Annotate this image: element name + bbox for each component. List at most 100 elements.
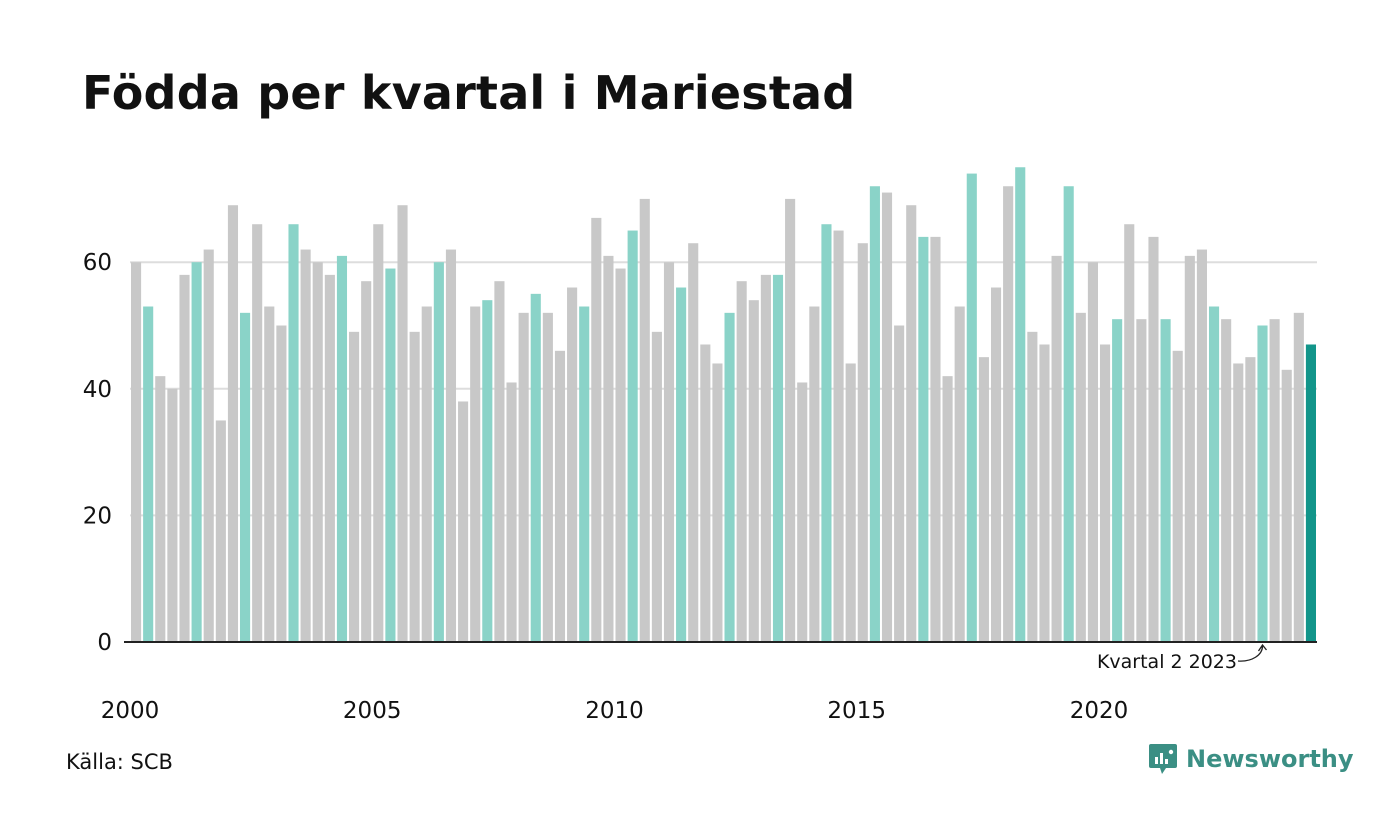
bar (373, 224, 384, 642)
bar (639, 198, 650, 642)
bar (1003, 186, 1014, 643)
bar (1027, 331, 1038, 642)
bar (688, 243, 699, 642)
bar (1063, 186, 1074, 643)
brand-logo: Newsworthy (1148, 742, 1354, 776)
bar (179, 274, 190, 642)
bar (821, 224, 832, 642)
bar (591, 217, 602, 642)
bar (869, 186, 880, 643)
bar (857, 243, 868, 642)
y-tick-label: 40 (83, 377, 112, 403)
bar (445, 249, 457, 643)
bar (433, 262, 444, 642)
bar (1015, 167, 1026, 642)
bar (397, 205, 408, 643)
bar (1136, 319, 1147, 642)
bar (736, 281, 747, 642)
bar (506, 382, 517, 642)
bar (978, 357, 989, 642)
bar (252, 224, 263, 642)
bar (942, 376, 953, 642)
bar (772, 274, 784, 642)
bar (1160, 319, 1171, 642)
bar (1208, 306, 1220, 642)
bar (276, 325, 287, 642)
bar (349, 331, 360, 642)
bar (155, 376, 166, 642)
bar (712, 363, 723, 642)
bar (336, 255, 348, 642)
bar (1075, 312, 1086, 642)
bar (1039, 344, 1050, 642)
source-note: Källa: SCB (66, 750, 173, 774)
y-tick-label: 20 (83, 503, 112, 529)
bar (894, 325, 905, 642)
bar (1221, 319, 1232, 642)
bar (1124, 224, 1135, 642)
bar (1305, 344, 1316, 642)
bar (567, 287, 578, 642)
bar (954, 306, 965, 642)
bar (930, 236, 941, 642)
bar (724, 312, 735, 642)
bar (1269, 319, 1280, 642)
bar (797, 382, 808, 642)
brand-name: Newsworthy (1186, 745, 1354, 773)
bar (603, 255, 614, 642)
bar (833, 230, 844, 643)
x-tick-label: 2010 (585, 698, 644, 724)
bar (385, 268, 396, 642)
bar (1087, 262, 1098, 642)
bar (494, 281, 505, 642)
y-axis-ticks: 0 20 40 60 (83, 250, 112, 656)
latest-annotation: Kvartal 2 2023 (1097, 643, 1267, 673)
newsworthy-logo-icon (1149, 744, 1177, 774)
bar (300, 249, 311, 643)
bar (1281, 369, 1292, 642)
bar (966, 173, 977, 642)
bar (518, 312, 529, 642)
bar (191, 262, 202, 642)
bar (264, 306, 275, 642)
bar (1148, 236, 1159, 642)
bar (554, 350, 566, 642)
bar (1172, 350, 1183, 642)
bar (785, 198, 796, 642)
bar (458, 401, 469, 642)
bar (748, 300, 759, 642)
bar (482, 300, 493, 642)
bar (760, 274, 771, 642)
bar (651, 331, 662, 642)
y-tick-label: 60 (83, 250, 112, 276)
bar (1233, 363, 1244, 642)
bar (1184, 255, 1195, 642)
y-tick-label: 0 (97, 630, 112, 656)
bar (663, 262, 675, 642)
bar (227, 205, 239, 643)
bar (361, 281, 372, 642)
bar (240, 312, 251, 642)
x-tick-label: 2020 (1070, 698, 1129, 724)
bar (881, 192, 893, 642)
bar (324, 274, 335, 642)
bar (676, 287, 687, 642)
x-tick-label: 2015 (827, 698, 886, 724)
bar (990, 287, 1002, 642)
bar (845, 363, 856, 642)
bar (579, 306, 590, 642)
bar (542, 312, 553, 642)
bar (809, 306, 820, 642)
bar (906, 205, 917, 643)
bar (700, 344, 711, 642)
bar (1099, 344, 1111, 642)
bar (1196, 249, 1207, 643)
annotation-label: Kvartal 2 2023 (1097, 651, 1237, 673)
bar (1051, 255, 1062, 642)
bar (1293, 312, 1304, 642)
bar (167, 388, 178, 642)
bar (409, 331, 420, 642)
bar (215, 420, 226, 642)
x-axis-ticks: 2000 2005 2010 2015 2020 (101, 698, 1129, 724)
